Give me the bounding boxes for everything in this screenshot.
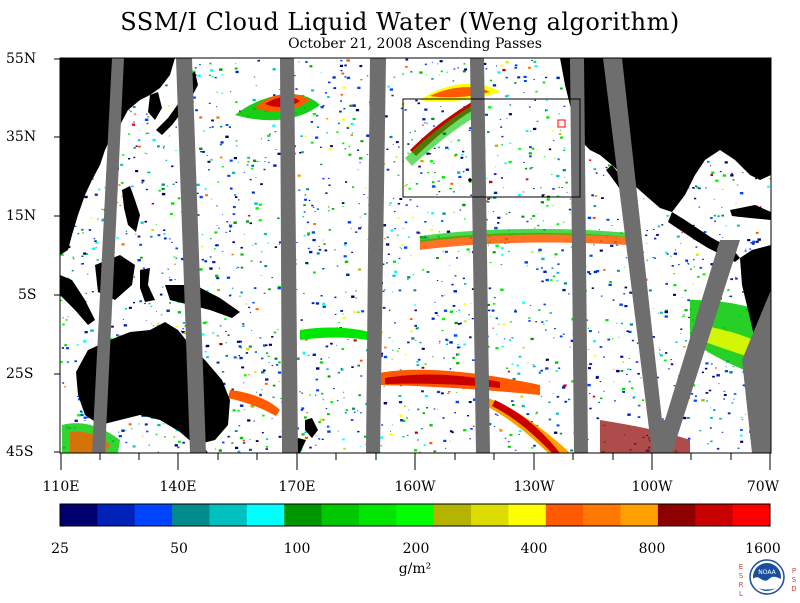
lat-label-15n: 15N: [6, 208, 37, 224]
psd-letter: D: [791, 585, 797, 593]
colorbar-label-400: 400: [520, 541, 548, 557]
lon-label-160w: 160W: [394, 479, 436, 495]
lat-label-25s: 25S: [6, 366, 34, 382]
lon-label-100w: 100W: [631, 479, 673, 495]
lon-label-110e: 110E: [42, 479, 80, 495]
colorbar-label-100: 100: [283, 541, 311, 557]
noaa-logo: NOAA E S R L P S D: [735, 555, 799, 599]
no-data-swaths: [92, 58, 771, 453]
lat-label-5s: 5S: [18, 287, 37, 303]
colorbar-swatch: [471, 504, 509, 526]
map-subtitle: October 21, 2008 Ascending Passes: [288, 36, 542, 52]
esrl-letter: S: [738, 572, 744, 580]
lat-label-55n: 55N: [6, 51, 37, 67]
colorbar-swatch: [545, 504, 584, 526]
lon-label-70w: 70W: [746, 479, 780, 495]
lon-label-170e: 170E: [278, 479, 316, 495]
small-marker: [557, 119, 566, 128]
region-box: [402, 98, 581, 198]
colorbar-swatch: [358, 504, 397, 526]
colorbar-label-25: 25: [51, 541, 69, 557]
colorbar-swatch: [97, 504, 136, 526]
colorbar-swatch: [321, 504, 360, 526]
noaa-emblem-icon: NOAA: [749, 559, 785, 595]
lat-label-45s: 45S: [6, 444, 34, 460]
longitude-ticks: [60, 453, 771, 470]
colorbar-swatch: [396, 504, 435, 526]
colorbar-swatch: [246, 504, 285, 526]
noaa-logo-text: NOAA: [758, 569, 776, 576]
colorbar-unit: g/m²: [398, 561, 432, 577]
colorbar-swatch: [732, 504, 771, 526]
colorbar-swatch: [695, 504, 734, 526]
map-title: SSM/I Cloud Liquid Water (Weng algorithm…: [120, 8, 680, 36]
colorbar-label-1600: 1600: [745, 541, 781, 557]
colorbar-swatch: [620, 504, 659, 526]
esrl-letter: L: [739, 590, 743, 598]
psd-letter: P: [791, 567, 797, 575]
colorbar-swatch: [433, 504, 472, 526]
colorbar-label-800: 800: [638, 541, 666, 557]
latitude-ticks: [54, 58, 60, 453]
colorbar-label-50: 50: [170, 541, 188, 557]
colorbar-swatch: [134, 504, 173, 526]
lon-label-140e: 140E: [159, 479, 197, 495]
colorbar: [60, 504, 771, 526]
colorbar-swatch: [657, 504, 696, 526]
colorbar-swatch: [284, 504, 323, 526]
colorbar-frame: [59, 503, 771, 527]
colorbar-swatch: [172, 504, 210, 526]
colorbar-swatch: [209, 504, 248, 526]
esrl-letter: R: [738, 581, 744, 589]
lon-label-130w: 130W: [513, 479, 555, 495]
colorbar-swatch: [583, 504, 622, 526]
colorbar-label-200: 200: [402, 541, 430, 557]
colorbar-swatch: [508, 504, 547, 526]
colorbar-swatch: [60, 504, 98, 526]
lat-label-35n: 35N: [6, 129, 37, 145]
esrl-letter: E: [738, 563, 744, 571]
psd-letter: S: [791, 576, 797, 584]
